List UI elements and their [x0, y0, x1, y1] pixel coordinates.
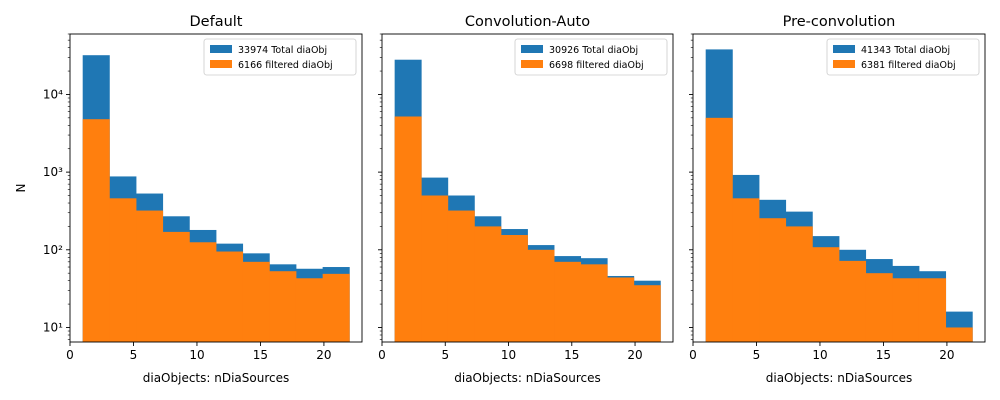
- chart-title: Pre-convolution: [783, 14, 896, 30]
- x-tick-label: 5: [753, 348, 761, 362]
- legend-swatch-total: [833, 45, 855, 53]
- bar-filtered-3: [136, 210, 164, 342]
- bar-filtered-6: [839, 260, 867, 342]
- legend-label-total: 30926 Total diaObj: [549, 45, 638, 56]
- legend-swatch-filtered: [521, 60, 543, 68]
- legend-swatch-total: [521, 45, 543, 53]
- bar-filtered-8: [269, 271, 297, 342]
- x-tick-label: 20: [316, 348, 331, 362]
- bar-filtered-9: [918, 278, 947, 342]
- x-tick-label: 0: [689, 348, 697, 362]
- x-tick-label: 15: [564, 348, 579, 362]
- legend-label-filtered: 6166 filtered diaObj: [238, 60, 333, 71]
- bar-filtered-1: [82, 119, 110, 343]
- bar-filtered-7: [554, 261, 582, 342]
- bar-filtered-7: [865, 273, 893, 342]
- bar-filtered-10: [945, 327, 973, 342]
- legend-label-filtered: 6381 filtered diaObj: [861, 60, 956, 71]
- y-tick-label: 10²: [43, 243, 63, 257]
- bar-filtered-10: [322, 273, 350, 342]
- x-tick-label: 0: [378, 348, 386, 362]
- axes-frame: [381, 33, 674, 343]
- bar-filtered-9: [295, 278, 324, 342]
- axes-frame: [692, 33, 986, 343]
- axes-frame: [69, 33, 363, 343]
- bar-filtered-5: [189, 242, 217, 342]
- bar-filtered-5: [500, 235, 528, 342]
- legend-swatch-total: [210, 45, 232, 53]
- bar-filtered-8: [892, 278, 920, 342]
- bar-filtered-6: [216, 251, 244, 342]
- x-tick-label: 15: [876, 348, 891, 362]
- legend-box: [826, 38, 980, 76]
- x-tick-label: 10: [501, 348, 516, 362]
- bar-filtered-2: [109, 198, 137, 342]
- bar-filtered-6: [527, 249, 555, 342]
- bar-filtered-5: [812, 247, 840, 342]
- chart-title: Convolution-Auto: [465, 14, 590, 30]
- y-axis-label: N: [14, 184, 28, 193]
- bar-filtered-4: [162, 231, 190, 342]
- x-tick-label: 0: [66, 348, 74, 362]
- x-tick-label: 15: [253, 348, 268, 362]
- bar-filtered-2: [421, 195, 449, 342]
- x-tick-label: 20: [627, 348, 642, 362]
- legend: 30926 Total diaObj 6698 filtered diaObj: [514, 38, 668, 76]
- y-tick-label: 10⁴: [43, 87, 63, 101]
- legend: 33974 Total diaObj 6166 filtered diaObj: [203, 38, 357, 76]
- bar-filtered-8: [580, 264, 608, 342]
- chart-panel-3: 0 5 10 15 20 Pre-convolution diaObjects: nDiaS…: [689, 14, 986, 385]
- y-tick-label: 10¹: [43, 320, 63, 334]
- legend-box: [514, 38, 668, 76]
- bar-filtered-1: [705, 117, 733, 342]
- bar-filtered-7: [242, 261, 270, 342]
- bar-filtered-9: [607, 277, 635, 342]
- bar-filtered-2: [732, 198, 760, 342]
- legend-label-filtered: 6698 filtered diaObj: [549, 60, 644, 71]
- legend-swatch-filtered: [833, 60, 855, 68]
- x-tick-label: 10: [189, 348, 204, 362]
- bar-filtered-3: [759, 218, 787, 342]
- bar-filtered-10: [633, 285, 661, 342]
- x-tick-label: 5: [441, 348, 449, 362]
- legend-label-total: 41343 Total diaObj: [861, 45, 950, 56]
- x-axis-label: diaObjects: nDiaSources: [143, 371, 290, 385]
- chart-panel-2: 0 5 10 15 20 Convolution-Auto diaObjects: nDia…: [378, 14, 674, 385]
- bar-filtered-4: [474, 226, 502, 342]
- x-axis-label: diaObjects: nDiaSources: [766, 371, 913, 385]
- bar-filtered-1: [394, 116, 422, 342]
- bar-filtered-4: [785, 226, 813, 342]
- legend: 41343 Total diaObj 6381 filtered diaObj: [826, 38, 980, 76]
- bar-filtered-3: [447, 210, 475, 342]
- chart-panel-1: 0 5 10 15 20 10¹ 10² 10³ 10⁴ Default diaObjects: n…: [14, 14, 363, 385]
- x-axis-label: diaObjects: nDiaSources: [454, 371, 601, 385]
- legend-swatch-filtered: [210, 60, 232, 68]
- x-tick-label: 5: [130, 348, 138, 362]
- chart-title: Default: [190, 14, 243, 30]
- x-tick-label: 20: [939, 348, 954, 362]
- legend-label-total: 33974 Total diaObj: [238, 45, 327, 56]
- y-tick-label: 10³: [43, 165, 63, 179]
- x-tick-label: 10: [812, 348, 827, 362]
- legend-box: [203, 38, 357, 76]
